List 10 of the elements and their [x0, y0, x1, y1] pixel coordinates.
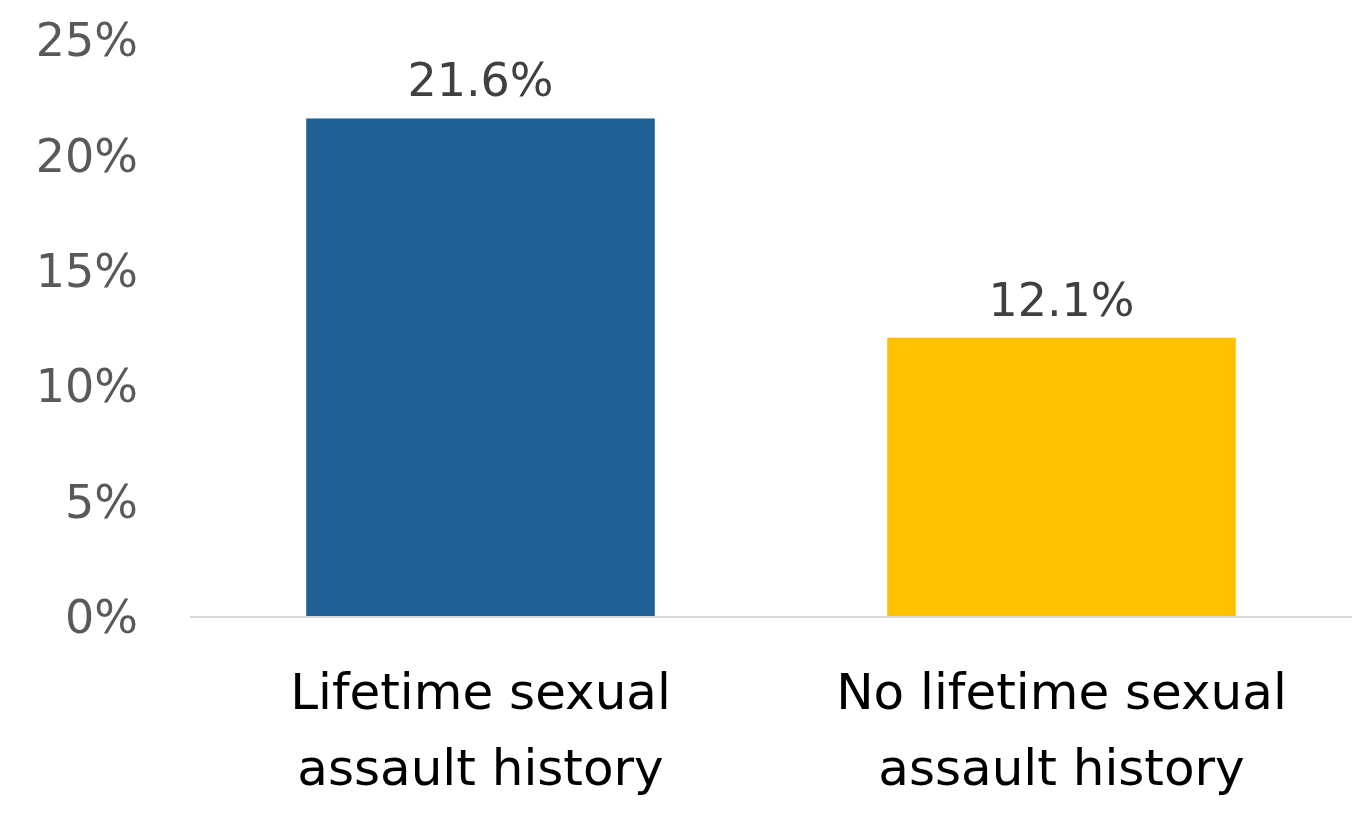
y-tick-label: 15%: [35, 243, 138, 298]
data-label: 21.6%: [407, 53, 554, 108]
y-tick-label: 5%: [65, 474, 138, 529]
y-tick-label: 0%: [65, 590, 138, 645]
data-label: 12.1%: [988, 272, 1135, 327]
x-tick-label: No lifetime sexual assault history: [836, 663, 1287, 797]
x-tick-label: Lifetime sexual assault history: [290, 663, 671, 797]
y-tick-label: 25%: [35, 13, 138, 68]
y-tick-label: 10%: [35, 359, 138, 414]
y-tick-label: 20%: [35, 128, 138, 183]
